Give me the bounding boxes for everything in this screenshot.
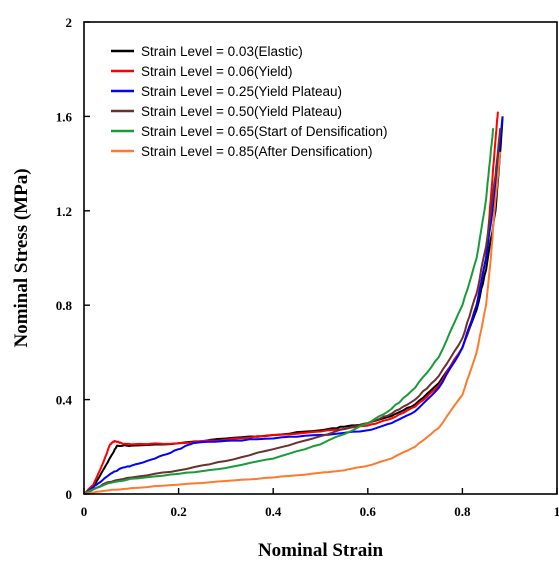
x-tick-label: 0: [81, 504, 88, 519]
x-axis-ticks: 0 0.2 0.4 0.6 0.8 1: [81, 488, 559, 519]
y-tick-label: 2: [66, 15, 73, 30]
legend-label: Strain Level = 0.03(Elastic): [141, 44, 303, 59]
y-tick-label: 0.4: [56, 393, 73, 408]
legend: Strain Level = 0.03(Elastic) Strain Level…: [111, 44, 388, 159]
y-axis-title: Nominal Stress (MPa): [11, 168, 32, 347]
x-tick-label: 1: [554, 504, 559, 519]
x-tick-label: 0.2: [170, 504, 186, 519]
series-line: [84, 152, 500, 494]
x-axis-title: Nominal Strain: [258, 540, 384, 561]
y-tick-label: 0: [66, 487, 73, 502]
y-axis-ticks: 0 0.4 0.8 1.2 1.6 2: [56, 15, 90, 502]
legend-label: Strain Level = 0.85(After Densification): [141, 144, 373, 159]
y-tick-label: 1.2: [56, 204, 72, 219]
legend-label: Strain Level = 0.65(Start of Densificati…: [141, 124, 388, 139]
series-line: [84, 128, 500, 494]
series-line: [84, 128, 493, 494]
legend-label: Strain Level = 0.50(Yield Plateau): [141, 104, 342, 119]
x-tick-label: 0.4: [265, 504, 282, 519]
y-tick-label: 1.6: [56, 109, 73, 124]
y-tick-label: 0.8: [56, 298, 73, 313]
plot-lines: [84, 112, 503, 494]
series-line: [84, 116, 503, 494]
x-tick-label: 0.6: [360, 504, 377, 519]
legend-label: Strain Level = 0.25(Yield Plateau): [141, 84, 342, 99]
x-tick-label: 0.8: [454, 504, 471, 519]
legend-label: Strain Level = 0.06(Yield): [141, 64, 292, 79]
